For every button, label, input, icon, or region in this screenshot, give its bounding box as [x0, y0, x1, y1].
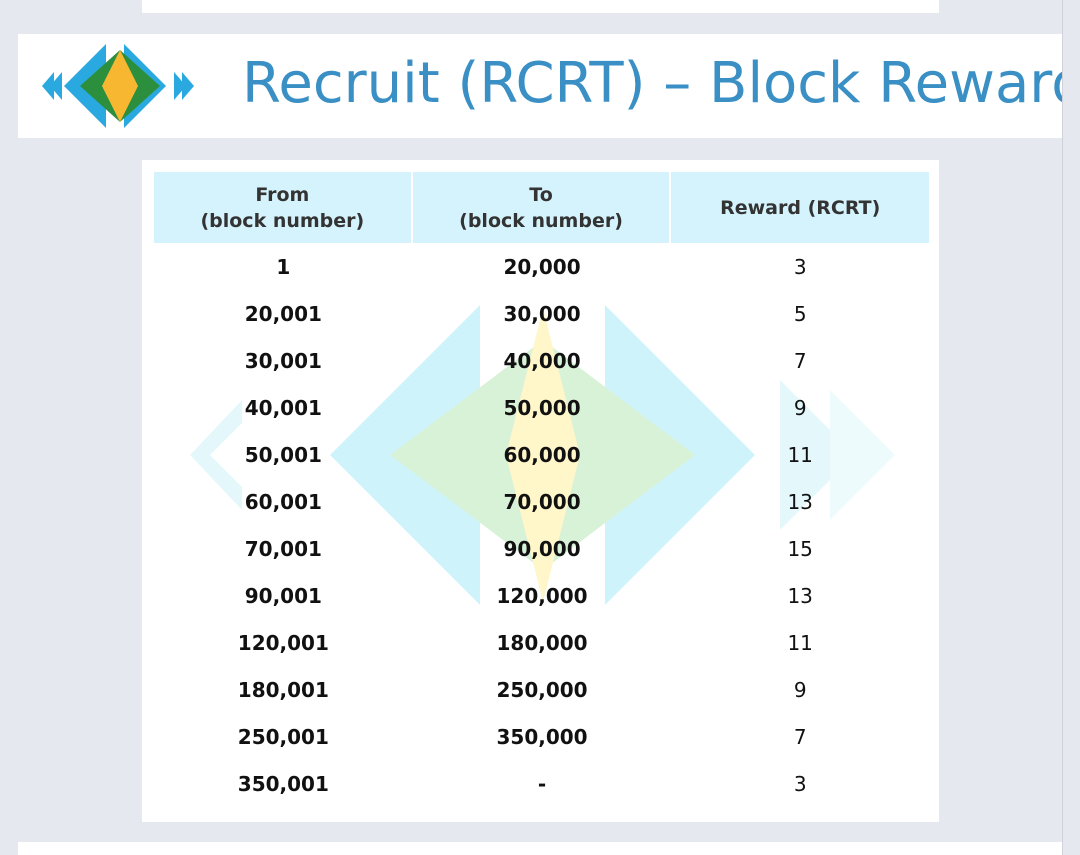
column-header-to-sublabel: (block number)	[459, 209, 623, 232]
table-row: 180,001 250,000 9	[154, 666, 929, 713]
cell-from: 50,001	[244, 442, 322, 467]
cell-to: -	[537, 771, 547, 796]
cell-reward: 3	[793, 254, 807, 279]
column-header-to-label: To	[529, 183, 553, 206]
cell-to: 120,000	[496, 583, 588, 608]
recruit-diamond-logo-icon	[42, 44, 194, 128]
cell-from: 1	[276, 254, 291, 279]
cell-reward: 3	[793, 771, 807, 796]
table-header-row: From (block number) To (block number) Re…	[154, 172, 929, 243]
table-row: 120,001 180,000 11	[154, 619, 929, 666]
previous-slide-card	[142, 0, 939, 13]
table-row: 40,001 50,000 9	[154, 384, 929, 431]
table-row: 250,001 350,000 7	[154, 713, 929, 760]
cell-from: 180,001	[237, 677, 329, 702]
cell-from: 70,001	[244, 536, 322, 561]
column-header-from-sublabel: (block number)	[200, 209, 365, 232]
block-reward-table: From (block number) To (block number) Re…	[154, 172, 929, 807]
cell-from: 20,001	[244, 301, 322, 326]
cell-to: 180,000	[496, 630, 588, 655]
table-row: 350,001 - 3	[154, 760, 929, 807]
cell-to: 20,000	[503, 254, 581, 279]
table-row: 1 20,000 3	[154, 243, 929, 290]
table-row: 70,001 90,000 15	[154, 525, 929, 572]
table-row: 90,001 120,000 13	[154, 572, 929, 619]
cell-reward: 11	[787, 442, 813, 467]
cell-reward: 7	[793, 348, 807, 373]
cell-reward: 9	[793, 677, 807, 702]
cell-reward: 13	[787, 489, 813, 514]
cell-reward: 9	[793, 395, 807, 420]
cell-reward: 13	[787, 583, 813, 608]
cell-from: 120,001	[237, 630, 329, 655]
column-header-reward: Reward (RCRT)	[671, 172, 929, 243]
cell-reward: 11	[787, 630, 813, 655]
column-header-from: From (block number)	[154, 172, 413, 243]
table-row: 50,001 60,000 11	[154, 431, 929, 478]
logo-watermark-icon	[190, 305, 895, 605]
title-banner: Recruit (RCRT) – Block Reward	[18, 34, 1080, 138]
next-slide-card	[18, 842, 1062, 855]
cell-from: 60,001	[244, 489, 322, 514]
column-header-to: To (block number)	[412, 172, 672, 243]
cell-reward: 5	[793, 301, 807, 326]
cell-to: 40,000	[503, 348, 581, 373]
cell-from: 90,001	[244, 583, 322, 608]
cell-to: 60,000	[503, 442, 581, 467]
column-header-from-label: From	[255, 183, 310, 206]
cell-from: 40,001	[244, 395, 322, 420]
cell-from: 250,001	[237, 724, 329, 749]
cell-to: 30,000	[503, 301, 581, 326]
cell-from: 30,001	[244, 348, 322, 373]
cell-to: 50,000	[503, 395, 581, 420]
scrollbar-track[interactable]	[1062, 0, 1080, 855]
cell-from: 350,001	[237, 771, 329, 796]
table-row: 60,001 70,000 13	[154, 478, 929, 525]
page-title: Recruit (RCRT) – Block Reward	[242, 51, 1080, 116]
cell-reward: 7	[793, 724, 807, 749]
cell-to: 90,000	[503, 536, 581, 561]
cell-reward: 15	[787, 536, 813, 561]
table-row: 20,001 30,000 5	[154, 290, 929, 337]
cell-to: 350,000	[496, 724, 588, 749]
block-reward-card: From (block number) To (block number) Re…	[142, 160, 939, 822]
cell-to: 70,000	[503, 489, 581, 514]
cell-to: 250,000	[496, 677, 588, 702]
table-row: 30,001 40,000 7	[154, 337, 929, 384]
